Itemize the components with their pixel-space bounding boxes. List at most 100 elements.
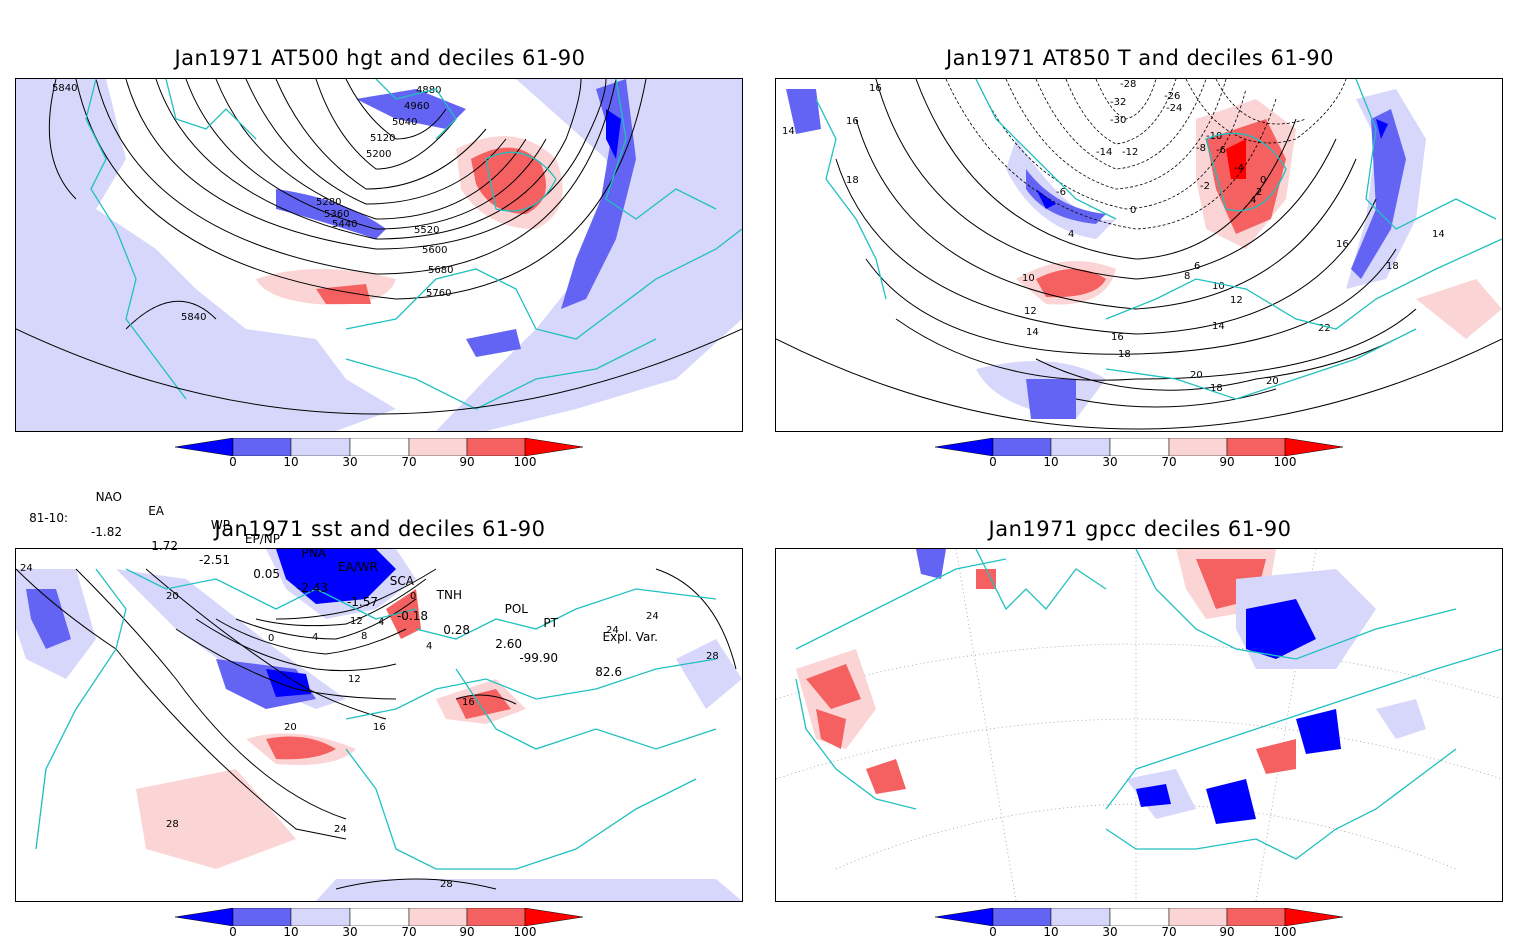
contour-label: 4960 <box>404 101 429 112</box>
index-header: NAO <box>95 490 122 504</box>
contour-label: 5600 <box>422 245 447 256</box>
contour-label: 18 <box>1118 349 1131 360</box>
colorbar-tick: 90 <box>1219 925 1235 939</box>
contour-label: 4 <box>1250 195 1256 206</box>
colorbar-tick: 100 <box>1273 455 1297 469</box>
contour-label: 4 <box>312 632 318 643</box>
map-hgt500: 5840 4880 4960 5040 5120 5200 5280 5360 … <box>16 79 742 431</box>
map-panel-gpcc <box>775 548 1503 902</box>
index-header: EA/WR <box>337 560 378 574</box>
contour-label: 16 <box>846 116 859 127</box>
colorbar-tick: 10 <box>1043 455 1059 469</box>
contour-label: 6 <box>1194 261 1200 272</box>
colorbar-gpcc: 0 10 30 70 90 100 <box>934 907 1355 940</box>
colorbar-tick: 100 <box>1273 925 1297 939</box>
contour-label: 4 <box>426 641 432 652</box>
panel-title-t850: Jan1971 AT850 T and deciles 61-90 <box>945 46 1335 70</box>
index-header: TNH <box>436 588 462 602</box>
contour-label: 2 <box>1256 187 1262 198</box>
indices-header-row: NAO EA WP EP/NP PNA EA/WR SCA TNH POL PT… <box>0 476 700 644</box>
contour-label: -2 <box>1200 181 1210 192</box>
colorbar-sst: 0 10 30 70 90 100 <box>174 907 595 940</box>
index-value: -99.90 <box>519 651 558 665</box>
map-panel-t850: 16 14 16 18 -28 -32 -26 -24 -30 -10 -8 -… <box>775 78 1503 432</box>
index-value: -2.43 <box>296 581 328 595</box>
contour-label: 10 <box>1022 273 1035 284</box>
contour-label: 16 <box>1336 239 1349 250</box>
contour-label: -6 <box>1216 145 1226 156</box>
contour-label: 24 <box>606 625 619 636</box>
colorbar-tick: 30 <box>342 925 358 939</box>
index-value: -2.51 <box>198 553 230 567</box>
index-header: EA <box>148 504 164 518</box>
colorbar-tick: 30 <box>342 455 358 469</box>
contour-label: 5840 <box>181 312 206 323</box>
index-header: EP/NP <box>244 532 280 546</box>
contour-label: 20 <box>1190 370 1203 381</box>
contour-label: -8 <box>1196 143 1206 154</box>
colorbar-tick: 0 <box>989 925 997 939</box>
index-value: -0.18 <box>396 609 428 623</box>
contour-label: 14 <box>1212 321 1225 332</box>
colorbar-tick: 70 <box>401 925 417 939</box>
colorbar-tick: 30 <box>1102 925 1118 939</box>
index-value: -1.82 <box>90 525 122 539</box>
colorbar-tick: 30 <box>1102 455 1118 469</box>
contour-label: 18 <box>1386 261 1399 272</box>
contour-label: -30 <box>1110 115 1126 126</box>
colorbar-tick: 70 <box>401 455 417 469</box>
contour-label: 10 <box>1212 281 1225 292</box>
contour-label: -12 <box>1122 147 1138 158</box>
contour-label: -6 <box>1056 187 1066 198</box>
contour-label: 20 <box>166 591 179 602</box>
contour-label: -4 <box>1234 163 1244 174</box>
index-header: POL <box>504 602 528 616</box>
contour-label: 24 <box>20 563 33 574</box>
colorbar-tick: 10 <box>1043 925 1059 939</box>
colorbar-tick: 10 <box>283 925 299 939</box>
contour-label: 5360 <box>324 209 349 220</box>
contour-label: 16 <box>373 722 386 733</box>
colorbar-t850: 0 10 30 70 90 100 <box>934 437 1355 478</box>
map-panel-hgt500: 5840 4880 4960 5040 5120 5200 5280 5360 … <box>15 78 743 432</box>
contour-label: 20 <box>284 722 297 733</box>
colorbar-hgt500: 0 10 30 70 90 100 <box>174 437 595 478</box>
colorbar-tick: 100 <box>513 925 537 939</box>
contour-label: 5200 <box>366 149 391 160</box>
contour-label: 12 <box>348 674 361 685</box>
contour-label: 12 <box>1230 295 1243 306</box>
contour-label: 16 <box>869 83 882 94</box>
colorbar-tick: 90 <box>459 925 475 939</box>
contour-label: 4 <box>1068 229 1074 240</box>
index-header: SCA <box>389 574 414 588</box>
contour-label: 5760 <box>426 288 451 299</box>
contour-label: 0 <box>1260 175 1266 186</box>
contour-label: 14 <box>782 126 795 137</box>
contour-label: 22 <box>1318 323 1331 334</box>
contour-label: 28 <box>706 651 719 662</box>
contour-label: 5520 <box>414 225 439 236</box>
index-value: 0.05 <box>253 567 280 581</box>
indices-row-label: 81-10: <box>29 511 68 525</box>
contour-label: 20 <box>1266 376 1279 387</box>
contour-label: 5040 <box>392 117 417 128</box>
colorbar-tick: 70 <box>1161 455 1177 469</box>
index-header: WP <box>210 518 230 532</box>
contour-label: 5120 <box>370 133 395 144</box>
index-header: PNA <box>301 546 326 560</box>
panel-title-gpcc: Jan1971 gpcc deciles 61-90 <box>988 517 1292 541</box>
contour-label: 12 <box>350 616 363 627</box>
map-sst: 24 20 0 4 8 12 16 16 20 24 28 28 24 28 1… <box>16 549 742 901</box>
contour-label: 12 <box>1024 306 1037 317</box>
index-header: Expl. Var. <box>602 630 658 644</box>
contour-label: 5280 <box>316 197 341 208</box>
contour-label: 5680 <box>428 265 453 276</box>
colorbar-tick: 0 <box>229 455 237 469</box>
contour-label: -28 <box>1120 79 1136 90</box>
colorbar-tick: 70 <box>1161 925 1177 939</box>
contour-label: 14 <box>1432 229 1445 240</box>
contour-label: 0 <box>410 591 416 602</box>
contour-label: 4 <box>378 617 384 628</box>
contour-label: 8 <box>361 631 367 642</box>
contour-label: 16 <box>1111 332 1124 343</box>
